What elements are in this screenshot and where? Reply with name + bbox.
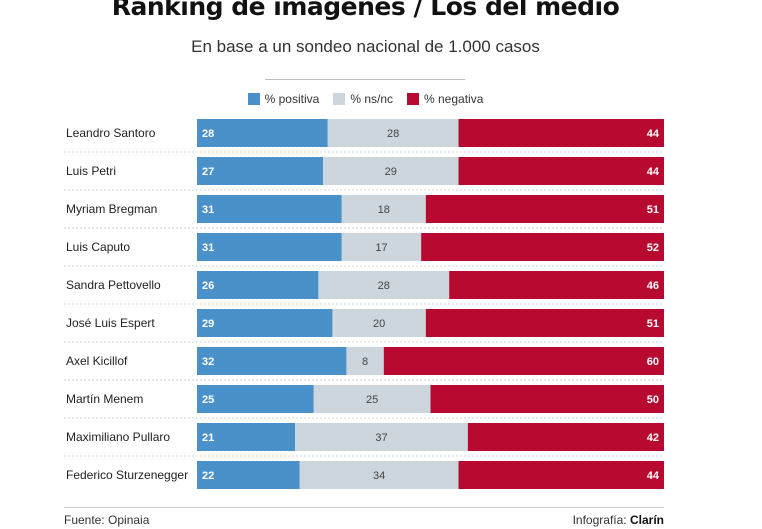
bar-value-label-negative: 42	[647, 432, 659, 444]
bar-value-label-nsnc: 20	[373, 318, 385, 330]
bar-segment-positive	[197, 157, 324, 185]
title-divider	[265, 79, 465, 80]
bar-value-label-negative: 44	[647, 166, 660, 178]
bar-value-label-negative: 50	[647, 394, 659, 406]
bar-segment-positive	[197, 119, 328, 147]
bar-segment-nsnc	[323, 157, 459, 185]
bar-segment-negative	[425, 195, 664, 223]
credit-prefix: Infografía:	[572, 513, 627, 527]
bar-segment-negative	[458, 119, 664, 147]
category-label: José Luis Espert	[66, 316, 155, 330]
credit-brand: Clarín	[629, 513, 664, 527]
legend-swatch-nsnc	[333, 93, 346, 105]
category-label: Luis Caputo	[66, 240, 130, 254]
bar-segment-nsnc	[327, 119, 459, 147]
bar-value-label-positive: 29	[202, 318, 214, 330]
bar-value-label-nsnc: 34	[373, 470, 385, 482]
footer-divider	[64, 507, 664, 508]
bar-segment-negative	[449, 271, 664, 299]
bar-segment-positive	[197, 461, 300, 489]
bar-segment-negative	[467, 423, 664, 451]
bar-value-label-negative: 46	[647, 280, 659, 292]
chart-legend: % positiva % ns/nc % negativa	[0, 92, 731, 106]
bar-segment-negative	[421, 233, 664, 261]
bar-segment-nsnc	[341, 233, 422, 261]
bar-value-label-positive: 27	[202, 166, 214, 178]
bar-value-label-positive: 31	[202, 242, 214, 254]
bar-value-label-nsnc: 17	[375, 242, 387, 254]
legend-label-positive: % positiva	[264, 92, 320, 106]
category-label: Federico Sturzenegger	[66, 468, 188, 482]
legend-item-positive: % positiva	[247, 92, 320, 106]
bar-segment-nsnc	[332, 309, 426, 337]
bar-value-label-negative: 51	[647, 204, 659, 216]
bar-segment-negative	[458, 157, 664, 185]
chart-subtitle: En base a un sondeo nacional de 1.000 ca…	[191, 37, 540, 56]
bar-value-label-negative: 44	[647, 128, 660, 140]
bar-value-label-nsnc: 37	[375, 432, 387, 444]
bar-segment-negative	[383, 347, 664, 375]
bar-segment-positive	[197, 195, 342, 223]
bar-value-label-positive: 32	[202, 356, 214, 368]
bar-segment-nsnc	[341, 195, 426, 223]
category-label: Luis Petri	[66, 164, 116, 178]
legend-item-nsnc: % ns/nc	[333, 92, 393, 106]
legend-label-negative: % negativa	[424, 92, 484, 106]
category-label: Maximiliano Pullaro	[66, 430, 170, 444]
legend-swatch-negative	[407, 93, 419, 105]
bar-segment-nsnc	[295, 423, 468, 451]
bar-value-label-nsnc: 8	[362, 356, 368, 368]
bar-value-label-positive: 28	[202, 128, 214, 140]
source-note: Fuente: Opinaia	[64, 513, 150, 527]
bar-value-label-positive: 25	[202, 394, 214, 406]
bar-value-label-positive: 26	[202, 280, 214, 292]
category-label: Sandra Pettovello	[66, 278, 161, 292]
bar-value-label-nsnc: 25	[366, 394, 378, 406]
bar-segment-positive	[197, 385, 314, 413]
legend-swatch-positive	[247, 93, 260, 105]
bar-value-label-nsnc: 18	[378, 204, 390, 216]
bar-segment-negative	[458, 461, 664, 489]
bar-segment-positive	[197, 423, 296, 451]
bar-segment-positive	[197, 233, 342, 261]
legend-label-nsnc: % ns/nc	[350, 92, 393, 106]
bar-segment-nsnc	[313, 385, 431, 413]
bar-value-label-nsnc: 28	[387, 128, 399, 140]
bar-value-label-negative: 52	[647, 242, 659, 254]
bar-value-label-negative: 44	[647, 470, 660, 482]
bar-value-label-negative: 51	[647, 318, 659, 330]
category-label: Leandro Santoro	[66, 126, 156, 140]
bar-segment-negative	[425, 309, 664, 337]
chart-title: Ranking de imágenes / Los del medio	[111, 0, 620, 21]
bar-value-label-nsnc: 28	[378, 280, 390, 292]
bar-segment-positive	[197, 309, 333, 337]
bar-value-label-nsnc: 29	[385, 166, 397, 178]
category-label: Martín Menem	[66, 392, 143, 406]
legend-item-negative: % negativa	[407, 92, 483, 106]
bar-value-label-positive: 21	[202, 432, 214, 444]
bar-value-label-positive: 31	[202, 204, 214, 216]
bar-segment-positive	[197, 347, 347, 375]
bar-segment-nsnc	[299, 461, 459, 489]
category-label: Myriam Bregman	[66, 202, 157, 216]
bar-segment-positive	[197, 271, 319, 299]
credit-note: Infografía: Clarín	[573, 513, 664, 527]
bar-value-label-positive: 22	[202, 470, 214, 482]
bar-value-label-negative: 60	[647, 356, 659, 368]
bar-segment-nsnc	[318, 271, 450, 299]
bar-segment-negative	[430, 385, 664, 413]
category-label: Axel Kicillof	[66, 354, 128, 368]
bar-segment-nsnc	[346, 347, 384, 375]
